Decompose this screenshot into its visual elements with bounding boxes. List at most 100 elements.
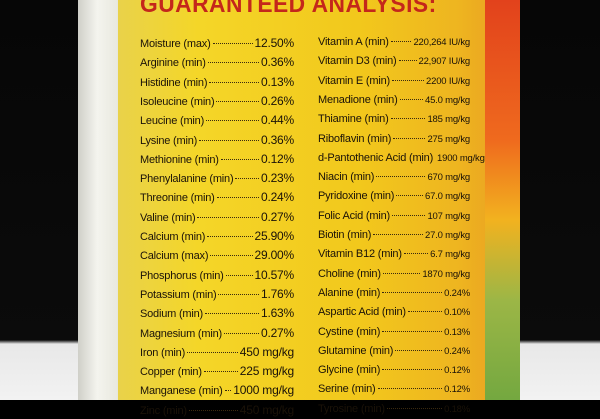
nutrient-name: Vitamin B12 (min) bbox=[318, 248, 402, 261]
nutrient-name: Arginine (min) bbox=[140, 57, 206, 70]
analysis-row: Isoleucine (min) 0.26% bbox=[140, 94, 294, 110]
dot-leader bbox=[382, 272, 421, 274]
dot-leader bbox=[212, 43, 253, 44]
nutrient-value: 25.90% bbox=[254, 229, 295, 243]
analysis-row: Zinc (min) 450 mg/kg bbox=[140, 403, 294, 419]
dot-leader bbox=[205, 313, 259, 315]
dot-leader bbox=[224, 390, 232, 392]
nutrient-name: Alanine (min) bbox=[318, 286, 381, 299]
dot-leader bbox=[382, 291, 443, 293]
dot-leader bbox=[390, 41, 412, 42]
dot-leader bbox=[235, 178, 259, 180]
label-strip bbox=[485, 0, 520, 400]
dot-leader bbox=[395, 349, 443, 351]
analysis-row: Manganese (min) 1000 mg/kg bbox=[140, 383, 294, 399]
nutrient-value: 0.26% bbox=[260, 93, 294, 108]
dot-leader bbox=[391, 214, 426, 216]
nutrient-value: 0.13% bbox=[260, 74, 294, 89]
nutrient-name: Copper (min) bbox=[140, 366, 202, 379]
analysis-row: Thiamine (min) 185 mg/kg bbox=[318, 113, 470, 129]
nutrient-name: Vitamin D3 (min) bbox=[318, 55, 397, 68]
dot-leader bbox=[382, 330, 443, 332]
dot-leader bbox=[216, 197, 259, 199]
nutrient-value: 10.57% bbox=[254, 267, 295, 282]
analysis-row: Methionine (min) 0.12% bbox=[140, 152, 294, 168]
dot-leader bbox=[396, 195, 423, 197]
nutrient-value: 107 mg/kg bbox=[427, 210, 470, 222]
nutrient-name: Vitamin E (min) bbox=[318, 74, 390, 87]
nutrient-name: Glycine (min) bbox=[318, 364, 381, 377]
analysis-row: Vitamin D3 (min) 22,907 IU/kg bbox=[318, 55, 470, 71]
nutrient-name: Methionine (min) bbox=[140, 153, 219, 166]
analysis-row: Arginine (min) 0.36% bbox=[140, 55, 294, 71]
analysis-row: Aspartic Acid (min) 0.10% bbox=[318, 306, 470, 322]
analysis-row: Menadione (min) 45.0 mg/kg bbox=[318, 94, 470, 110]
nutrient-name: Histidine (min) bbox=[140, 76, 208, 89]
nutrient-value: 22,907 IU/kg bbox=[418, 56, 471, 68]
nutrient-name: Thiamine (min) bbox=[318, 113, 389, 126]
analysis-row: Vitamin B12 (min) 6.7 mg/kg bbox=[318, 248, 470, 264]
nutrient-name: Pyridoxine (min) bbox=[318, 190, 395, 203]
nutrient-value: 0.12% bbox=[444, 365, 470, 377]
nutrient-value: 1.76% bbox=[260, 286, 294, 301]
nutrient-value: 0.12% bbox=[444, 384, 470, 396]
dot-leader bbox=[218, 293, 259, 295]
analysis-row: Iron (min) 450 mg/kg bbox=[140, 345, 294, 361]
dot-leader bbox=[199, 139, 259, 141]
analysis-row: Pyridoxine (min) 67.0 mg/kg bbox=[318, 190, 470, 206]
nutrient-name: Magnesium (min) bbox=[140, 327, 222, 340]
analysis-row: Choline (min) 1870 mg/kg bbox=[318, 268, 470, 284]
nutrient-value: 0.23% bbox=[260, 171, 294, 186]
dot-leader bbox=[391, 79, 425, 81]
analysis-row: Sodium (min) 1.63% bbox=[140, 306, 294, 322]
analysis-row: Histidine (min) 0.13% bbox=[140, 75, 294, 91]
nutrient-name: Vitamin A (min) bbox=[318, 36, 389, 48]
analysis-row: Phosphorus (min) 10.57% bbox=[140, 268, 294, 284]
dot-leader bbox=[225, 274, 253, 276]
analysis-row: Calcium (min) 25.90% bbox=[140, 229, 294, 245]
product-label bbox=[118, 0, 518, 400]
nutrient-value: 225 mg/kg bbox=[239, 364, 294, 379]
analysis-row: Vitamin E (min) 2200 IU/kg bbox=[318, 75, 470, 91]
nutrient-value: 0.12% bbox=[260, 151, 294, 166]
dot-leader bbox=[376, 176, 426, 178]
nutrient-value: 220,264 IU/kg bbox=[413, 37, 470, 48]
analysis-row: Cystine (min) 0.13% bbox=[318, 326, 470, 342]
nutrient-name: Moisture (max) bbox=[140, 38, 211, 50]
dot-leader bbox=[216, 100, 259, 102]
nutrient-name: Phosphorus (min) bbox=[140, 269, 224, 282]
nutrient-name: Tyrosine (min) bbox=[318, 402, 385, 415]
dot-leader bbox=[390, 118, 426, 120]
analysis-row: Lysine (min) 0.36% bbox=[140, 133, 294, 149]
analysis-row: Glutamine (min) 0.24% bbox=[318, 345, 470, 361]
dot-leader bbox=[403, 253, 429, 255]
nutrient-name: Biotin (min) bbox=[318, 229, 372, 241]
nutrient-name: Phenylalanine (min) bbox=[140, 173, 234, 186]
nutrient-name: Threonine (min) bbox=[140, 192, 215, 205]
analysis-row: Copper (min) 225 mg/kg bbox=[140, 364, 294, 380]
nutrient-name: Iron (min) bbox=[140, 346, 186, 359]
nutrient-value: 0.36% bbox=[260, 132, 294, 147]
analysis-row: Alanine (min) 0.24% bbox=[318, 287, 470, 303]
dot-leader bbox=[373, 234, 423, 235]
nutrient-value: 29.00% bbox=[254, 248, 295, 263]
nutrient-name: Cystine (min) bbox=[318, 325, 381, 338]
nutrient-value: 450 mg/kg bbox=[239, 344, 294, 359]
nutrient-value: 0.44% bbox=[260, 113, 294, 128]
nutrient-name: d-Pantothenic Acid (min) bbox=[318, 151, 434, 164]
nutrient-name: Choline (min) bbox=[318, 267, 381, 280]
nutrient-name: Manganese (min) bbox=[140, 385, 223, 398]
nutrient-name: Isoleucine (min) bbox=[140, 95, 215, 108]
dot-leader bbox=[398, 60, 417, 62]
nutrient-name: Potassium (min) bbox=[140, 288, 217, 301]
nutrient-value: 0.36% bbox=[260, 55, 294, 70]
nutrient-value: 2200 IU/kg bbox=[426, 75, 470, 87]
dot-leader bbox=[382, 369, 443, 371]
analysis-row: Potassium (min) 1.76% bbox=[140, 287, 294, 303]
dot-leader bbox=[206, 120, 259, 122]
dot-leader bbox=[223, 332, 259, 334]
dot-leader bbox=[209, 81, 259, 83]
dot-leader bbox=[210, 255, 253, 257]
nutrient-value: 450 mg/kg bbox=[239, 402, 294, 417]
analysis-row: Tyrosine (min) 0.18% bbox=[318, 403, 470, 419]
